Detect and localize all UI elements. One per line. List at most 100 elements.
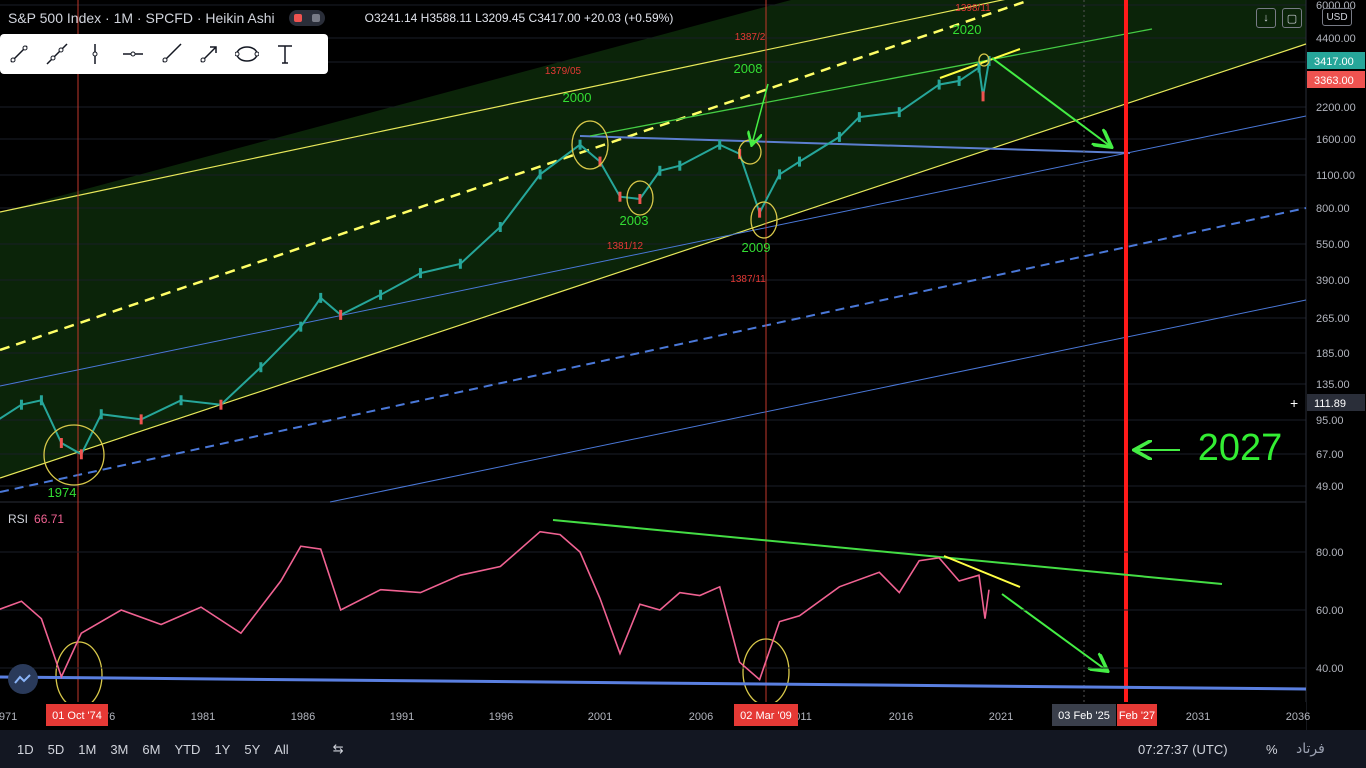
price-candle: [578, 139, 582, 150]
forecast-arrow-rsi: [1001, 593, 1106, 670]
currency-badge[interactable]: USD: [1322, 8, 1352, 26]
ohlc-values: O3241.14 H3588.11 L3209.45 C3417.00 +20.…: [364, 11, 674, 25]
text-tool-icon[interactable]: [266, 34, 304, 74]
price-candle: [857, 112, 861, 123]
price-candle: [798, 156, 801, 167]
price-candle: [981, 91, 985, 102]
rsi-axis: 80.00 60.00 40.00: [1316, 547, 1344, 675]
range-5y[interactable]: 5Y: [244, 741, 261, 757]
time-highlight-badge: [1052, 704, 1116, 726]
range-all[interactable]: All: [274, 741, 289, 757]
rsi-tick-label: 40.00: [1316, 663, 1344, 675]
bottom-toolbar: 1D 5D 1M 3M 6M YTD 1Y 5Y All ⇆ 07:27:37 …: [0, 730, 1366, 768]
rsi-series-group: [0, 530, 990, 681]
persian-date-annotation: 1381/12: [607, 241, 644, 252]
time-tick-label: 2036: [1286, 711, 1310, 723]
range-1d[interactable]: 1D: [17, 741, 34, 757]
price-tick-label: 1100.00: [1316, 170, 1355, 182]
watermark-logo: فرتاد: [1296, 741, 1325, 757]
ellipse-tool-icon[interactable]: [228, 34, 266, 74]
arrow-tool-icon[interactable]: [190, 34, 228, 74]
price-tick-label: 95.00: [1316, 415, 1344, 427]
persian-date-annotation: 1387/2: [735, 32, 766, 43]
channel-fill: [0, 0, 1306, 478]
range-6m[interactable]: 6M: [142, 741, 161, 757]
price-tick-label: 6000.00: [1316, 0, 1356, 12]
trend-line-tool-icon[interactable]: [0, 34, 38, 74]
time-highlight-badge: [46, 704, 108, 726]
time-tick-label: 1981: [191, 711, 215, 723]
price-candle: [59, 438, 63, 449]
price-tick-label: 135.00: [1316, 379, 1350, 391]
time-highlight-label: 02 Mar '09: [740, 710, 792, 722]
range-1y[interactable]: 1Y: [214, 741, 231, 757]
rsi-grid: [0, 551, 1306, 669]
price-candle: [937, 79, 941, 90]
visibility-toggle[interactable]: [288, 10, 325, 26]
price-candle: [658, 165, 662, 176]
price-candle: [139, 414, 143, 425]
blue-lower-line: [329, 299, 1307, 503]
download-icon[interactable]: ↓: [1256, 8, 1276, 28]
price-candle: [538, 169, 542, 180]
green-top-trendline: [589, 28, 1153, 137]
price-label-badge: [1307, 71, 1365, 88]
trendlines: [0, 0, 1307, 730]
rsi-green-trendline: [552, 519, 1223, 585]
time-tick-label: 2016: [889, 711, 913, 723]
ellipse-2003: [626, 180, 654, 216]
year-annotation: 2008: [734, 61, 763, 76]
forecast-year-label: 2027: [1198, 427, 1283, 469]
price-tick-label: 390.00: [1316, 275, 1350, 287]
persian-date-annotation: 1379/05: [545, 66, 582, 77]
extended-line-tool-icon[interactable]: [38, 34, 76, 74]
horizontal-line-tool-icon[interactable]: [114, 34, 152, 74]
fullscreen-icon[interactable]: ▢: [1282, 8, 1302, 28]
time-highlight-label: Feb '27: [1119, 710, 1155, 722]
vertical-line-tool-icon[interactable]: [76, 34, 114, 74]
persian-date-annotation: 1387/11: [730, 274, 766, 285]
price-candle: [678, 160, 682, 171]
ray-tool-icon[interactable]: [152, 34, 190, 74]
symbol-title[interactable]: S&P 500 Index · 1M · SPCFD · Heikin Ashi: [8, 10, 275, 26]
range-1m[interactable]: 1M: [78, 741, 97, 757]
price-candle: [837, 131, 841, 142]
drawing-toolbar: [0, 34, 328, 74]
price-candle: [758, 207, 762, 218]
arrow-2008: [752, 83, 769, 144]
price-candle: [319, 292, 323, 303]
time-highlight-badge: [1117, 704, 1157, 726]
blue-dashed-line: [0, 207, 1307, 493]
time-tick-label: 2021: [989, 711, 1013, 723]
price-candle: [418, 268, 422, 279]
persian-date-annotation: 1398/11: [955, 3, 991, 14]
rsi-tick-label: 60.00: [1316, 605, 1344, 617]
price-axis: 6000.004400.003200.002200.001600.001100.…: [1290, 0, 1365, 493]
time-highlight-label: 01 Oct '74: [52, 710, 102, 722]
tradingview-logo[interactable]: [8, 664, 38, 694]
price-label-badge: [1307, 52, 1365, 69]
price-label-badge: [1307, 394, 1365, 411]
range-5d[interactable]: 5D: [47, 741, 65, 757]
price-candle: [379, 289, 383, 300]
ellipse-1974: [43, 424, 105, 486]
goto-date-icon[interactable]: ⇆: [332, 741, 344, 756]
ellipse-2009: [750, 201, 778, 239]
rsi-title: RSI: [8, 512, 29, 526]
channel-mid-dashed-line: [0, 0, 1031, 352]
time-tick-label: 1996: [489, 711, 513, 723]
crosshair-plus-icon: +: [1290, 395, 1298, 411]
price-tick-label: 4400.00: [1316, 33, 1356, 45]
time-tick-label: 1991: [390, 711, 414, 723]
price-candle: [259, 362, 263, 373]
price-tick-label: 800.00: [1316, 203, 1350, 215]
forecast-arrow-price: [991, 57, 1110, 146]
percent-toggle[interactable]: %: [1266, 741, 1278, 757]
range-3m[interactable]: 3M: [110, 741, 129, 757]
price-candle: [458, 258, 462, 269]
range-ytd[interactable]: YTD: [174, 741, 201, 757]
price-candle: [219, 399, 223, 410]
year-annotation: 2003: [620, 213, 649, 228]
clock-time: 07:27:37 (UTC): [1138, 741, 1228, 757]
